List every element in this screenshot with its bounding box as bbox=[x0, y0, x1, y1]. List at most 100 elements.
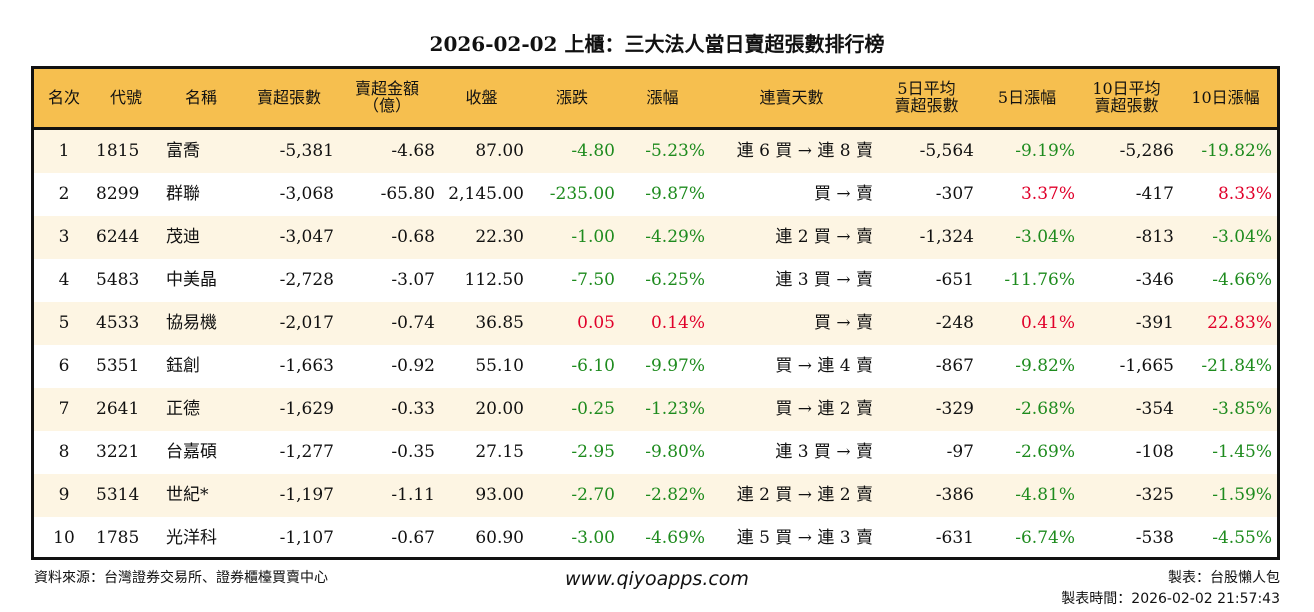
table-cell: -108 bbox=[1135, 441, 1174, 462]
table-cell: 5314 bbox=[96, 484, 140, 505]
table-header: 名次 代號 名稱 賣超張數 賣超金額 （億） 收盤 漲跌 漲幅 連賣天數 5日平均 賣超張數 5日漲… bbox=[34, 69, 1277, 130]
table-cell: -0.67 bbox=[391, 527, 435, 548]
table-cell: -307 bbox=[935, 183, 974, 204]
table-cell: 連 2 買 → 連 2 賣 bbox=[736, 484, 873, 505]
table-cell: -6.10 bbox=[571, 355, 615, 376]
table-cell: 買 → 賣 bbox=[813, 183, 873, 204]
table-cell: -5,564 bbox=[919, 140, 974, 161]
table-cell: -3.00 bbox=[571, 527, 615, 548]
table-cell: -2.82% bbox=[645, 484, 705, 505]
table-row: 9 5314 世紀* -1,197 -1.11 93.00 -2.70 -2.82% 連 2 買… bbox=[34, 474, 1277, 517]
table-cell: 112.50 bbox=[464, 269, 524, 290]
table-cell: -0.35 bbox=[391, 441, 435, 462]
page-title: 2026-02-02 上櫃：三大法人當日賣超張數排行榜 bbox=[429, 32, 885, 56]
table-cell: 0.14% bbox=[650, 312, 705, 333]
table-cell: -9.82% bbox=[1015, 355, 1075, 376]
table-cell: -5,286 bbox=[1119, 140, 1174, 161]
table-cell: -1,324 bbox=[919, 226, 974, 247]
column-header: 賣超金額 （億） bbox=[354, 79, 419, 115]
table-cell: 27.15 bbox=[475, 441, 524, 462]
table-cell: -2.68% bbox=[1015, 398, 1075, 419]
table-cell: 中美晶 bbox=[166, 269, 217, 290]
table-cell: 群聯 bbox=[166, 183, 200, 204]
table-cell: -3,047 bbox=[279, 226, 334, 247]
table-cell: -5,381 bbox=[279, 140, 334, 161]
table-cell: -1.45% bbox=[1212, 441, 1272, 462]
table-cell: 20.00 bbox=[475, 398, 524, 419]
table-cell: -2.70 bbox=[571, 484, 615, 505]
table-cell: -2.69% bbox=[1015, 441, 1075, 462]
table-cell: 3 bbox=[58, 226, 70, 247]
table-cell: 2,145.00 bbox=[448, 183, 524, 204]
table-cell: -1.59% bbox=[1212, 484, 1272, 505]
table-cell: 台嘉碩 bbox=[166, 441, 217, 462]
table-cell: -867 bbox=[935, 355, 974, 376]
made-time: 製表時間：2026-02-02 21:57:43 bbox=[1061, 591, 1280, 607]
table-cell: -391 bbox=[1135, 312, 1174, 333]
table-row: 1 1815 富喬 -5,381 -4.68 87.00 -4.80 -5.23% 連 6 買 … bbox=[34, 130, 1277, 173]
table-cell: 4533 bbox=[96, 312, 140, 333]
table-cell: -65.80 bbox=[380, 183, 435, 204]
table-cell: -4.80 bbox=[571, 140, 615, 161]
table-cell: 55.10 bbox=[475, 355, 524, 376]
website-link[interactable]: www.qiyoapps.com bbox=[565, 568, 749, 590]
table-cell: -2.95 bbox=[571, 441, 615, 462]
column-header: 10日漲幅 bbox=[1191, 87, 1260, 107]
table-cell: -97 bbox=[946, 441, 974, 462]
table-cell: 3221 bbox=[96, 441, 140, 462]
table-cell: 2641 bbox=[96, 398, 140, 419]
table-cell: -386 bbox=[935, 484, 974, 505]
data-source: 資料來源：台灣證券交易所、證券櫃檯買賣中心 bbox=[34, 570, 328, 586]
table-cell: 連 5 買 → 連 3 賣 bbox=[736, 527, 873, 548]
table-cell: 93.00 bbox=[475, 484, 524, 505]
table-cell: -9.80% bbox=[645, 441, 705, 462]
table-row: 4 5483 中美晶 -2,728 -3.07 112.50 -7.50 -6.25% 連 3 … bbox=[34, 259, 1277, 302]
table-cell: 0.41% bbox=[1020, 312, 1075, 333]
table-cell: -3.04% bbox=[1015, 226, 1075, 247]
table-cell: -0.92 bbox=[391, 355, 435, 376]
table-cell: -1.00 bbox=[571, 226, 615, 247]
table-cell: 60.90 bbox=[475, 527, 524, 548]
table-cell: 2 bbox=[58, 183, 70, 204]
table-cell: -0.68 bbox=[391, 226, 435, 247]
table-cell: 光洋科 bbox=[166, 527, 217, 548]
table-cell: 8 bbox=[58, 441, 70, 462]
table-cell: 1815 bbox=[96, 140, 140, 161]
table-row: 10 1785 光洋科 -1,107 -0.67 60.90 -3.00 -4.69% 連 5 … bbox=[34, 517, 1277, 560]
table-cell: 1785 bbox=[96, 527, 140, 548]
table-cell: -1.11 bbox=[391, 484, 435, 505]
table-cell: -3,068 bbox=[279, 183, 334, 204]
column-header: 漲跌 bbox=[555, 87, 588, 107]
maker: 製表：台股懶人包 bbox=[1168, 570, 1280, 586]
column-header: 漲幅 bbox=[646, 87, 679, 107]
table-cell: -4.69% bbox=[645, 527, 705, 548]
table-cell: -21.84% bbox=[1201, 355, 1272, 376]
column-header: 連賣天數 bbox=[759, 87, 824, 107]
table-cell: 6 bbox=[58, 355, 70, 376]
table-cell: -9.97% bbox=[645, 355, 705, 376]
table-cell: 連 3 買 → 賣 bbox=[775, 441, 873, 462]
table-cell: -2,728 bbox=[279, 269, 334, 290]
table-cell: -4.81% bbox=[1015, 484, 1075, 505]
table-cell: -11.76% bbox=[1004, 269, 1075, 290]
table-cell: -6.25% bbox=[645, 269, 705, 290]
table-cell: -325 bbox=[1135, 484, 1174, 505]
table-cell: -1.23% bbox=[645, 398, 705, 419]
column-header: 名次 bbox=[47, 87, 80, 107]
table-row: 5 4533 協易機 -2,017 -0.74 36.85 0.05 0.14% 買 → 賣 -2… bbox=[34, 302, 1277, 345]
table-cell: -417 bbox=[1135, 183, 1174, 204]
table-cell: -5.23% bbox=[645, 140, 705, 161]
table-cell: 22.30 bbox=[475, 226, 524, 247]
table-cell: -329 bbox=[935, 398, 974, 419]
table-cell: 連 6 買 → 連 8 賣 bbox=[736, 140, 873, 161]
column-header: 10日平均 賣超張數 bbox=[1092, 79, 1161, 115]
table-cell: 協易機 bbox=[166, 312, 217, 333]
table-cell: 10 bbox=[53, 527, 75, 548]
table-cell: 8299 bbox=[96, 183, 140, 204]
table-cell: -9.87% bbox=[645, 183, 705, 204]
table-cell: -1,663 bbox=[279, 355, 334, 376]
table-row: 8 3221 台嘉碩 -1,277 -0.35 27.15 -2.95 -9.80% 連 3 買… bbox=[34, 431, 1277, 474]
table-cell: 7 bbox=[58, 398, 70, 419]
table-cell: -19.82% bbox=[1201, 140, 1272, 161]
table-cell: 3.37% bbox=[1020, 183, 1075, 204]
